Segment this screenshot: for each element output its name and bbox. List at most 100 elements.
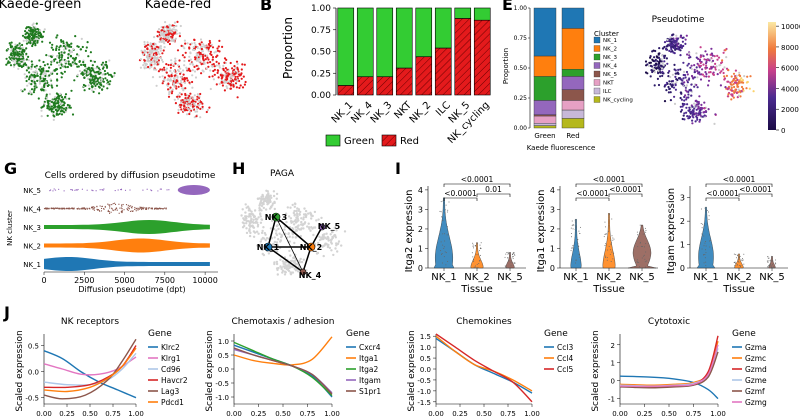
umap-point	[152, 42, 155, 46]
panel-g-x-tick-label: 10000	[192, 276, 217, 285]
bar-segment-nkt	[561, 100, 585, 111]
panel-g-x-tick-label: 5000	[114, 276, 134, 285]
violin-jitter-point	[572, 228, 574, 230]
umap-point	[83, 71, 87, 74]
umap-point	[292, 223, 296, 226]
umap-point	[106, 83, 109, 86]
umap-point	[157, 51, 160, 54]
umap-point	[717, 56, 721, 59]
violin-jitter-point	[738, 265, 740, 267]
umap-point	[245, 227, 248, 230]
umap-point	[668, 49, 671, 53]
umap-point	[139, 66, 142, 69]
umap-point	[193, 56, 197, 59]
umap-point	[180, 44, 183, 48]
umap-point	[306, 225, 309, 228]
umap-point	[736, 83, 739, 87]
umap-point	[24, 62, 27, 65]
umap-point	[301, 223, 304, 226]
violin-jitter-point	[572, 245, 574, 247]
umap-point	[304, 214, 308, 217]
umap-point	[217, 62, 220, 65]
umap-point	[296, 217, 299, 220]
violin-jitter-point	[577, 246, 579, 248]
umap-point	[174, 31, 177, 34]
umap-point	[269, 205, 273, 208]
violin-ylabel: Itgam expression	[666, 188, 677, 274]
violin-jitter-point	[578, 230, 580, 232]
umap-point	[233, 65, 236, 68]
umap-point	[693, 105, 696, 108]
violin-jitter-point	[639, 242, 641, 244]
panel-g-y-tick-label: NK_4	[23, 206, 41, 214]
umap-point	[699, 111, 702, 114]
umap-point	[674, 88, 678, 91]
violin-jitter-point	[443, 247, 445, 249]
umap-point	[679, 49, 682, 52]
umap-point	[157, 28, 161, 31]
trend-legend-title: Gene	[148, 329, 172, 339]
umap-point	[291, 259, 294, 262]
strip-point	[166, 189, 168, 191]
umap-point	[70, 50, 74, 54]
violin-jitter-point	[734, 265, 736, 267]
bar-segment-green	[454, 7, 472, 19]
umap-point	[206, 56, 209, 59]
umap-point	[661, 47, 665, 50]
umap-point	[107, 73, 111, 76]
strip-point	[70, 208, 72, 210]
umap-point	[60, 39, 63, 42]
umap-point	[179, 103, 182, 106]
panel-g-y-tick-label: NK_3	[23, 224, 41, 232]
umap-point	[680, 44, 683, 47]
significance-bracket	[608, 193, 643, 197]
umap-point	[176, 76, 179, 79]
umap-point	[252, 218, 255, 221]
umap-point	[61, 54, 64, 57]
strip-point	[142, 189, 144, 191]
umap-point	[82, 61, 85, 64]
violin-jitter-point	[704, 257, 706, 259]
violin-jitter-point	[478, 250, 480, 252]
umap-point	[266, 193, 269, 196]
umap-point	[255, 221, 259, 224]
umap-point	[685, 70, 689, 74]
panel-h-letter: H	[232, 159, 245, 178]
umap-point	[143, 43, 146, 46]
umap-point	[45, 54, 48, 57]
umap-point	[221, 84, 224, 87]
trend-y-tick-label: -0.5	[417, 377, 431, 385]
strip-point	[46, 207, 48, 210]
umap-point	[689, 89, 693, 92]
umap-point	[191, 80, 194, 84]
umap-point	[243, 83, 246, 86]
umap-point	[690, 94, 693, 97]
violin-jitter-point	[637, 237, 639, 239]
umap-point	[242, 222, 246, 225]
umap-point	[181, 99, 184, 102]
umap-point	[173, 25, 176, 28]
violin-jitter-point	[447, 260, 449, 262]
strip-point	[142, 207, 144, 209]
umap-point	[34, 32, 37, 35]
violin-jitter-point	[603, 236, 605, 238]
umap-point	[17, 57, 20, 60]
strip-point	[136, 207, 138, 210]
umap-point	[733, 85, 736, 89]
umap-point	[163, 46, 166, 49]
strip-point	[119, 207, 121, 209]
strip-point	[120, 204, 123, 206]
strip-point	[107, 209, 109, 211]
umap-point	[699, 78, 703, 81]
umap-point	[191, 86, 194, 89]
umap-point	[293, 241, 296, 245]
umap-point	[144, 62, 147, 65]
umap-point	[703, 75, 706, 78]
umap-point	[230, 73, 233, 76]
umap-point	[291, 203, 294, 207]
umap-point	[716, 54, 719, 58]
violin-nk_1	[433, 197, 455, 269]
umap-point	[199, 107, 202, 110]
umap-point	[685, 34, 688, 37]
